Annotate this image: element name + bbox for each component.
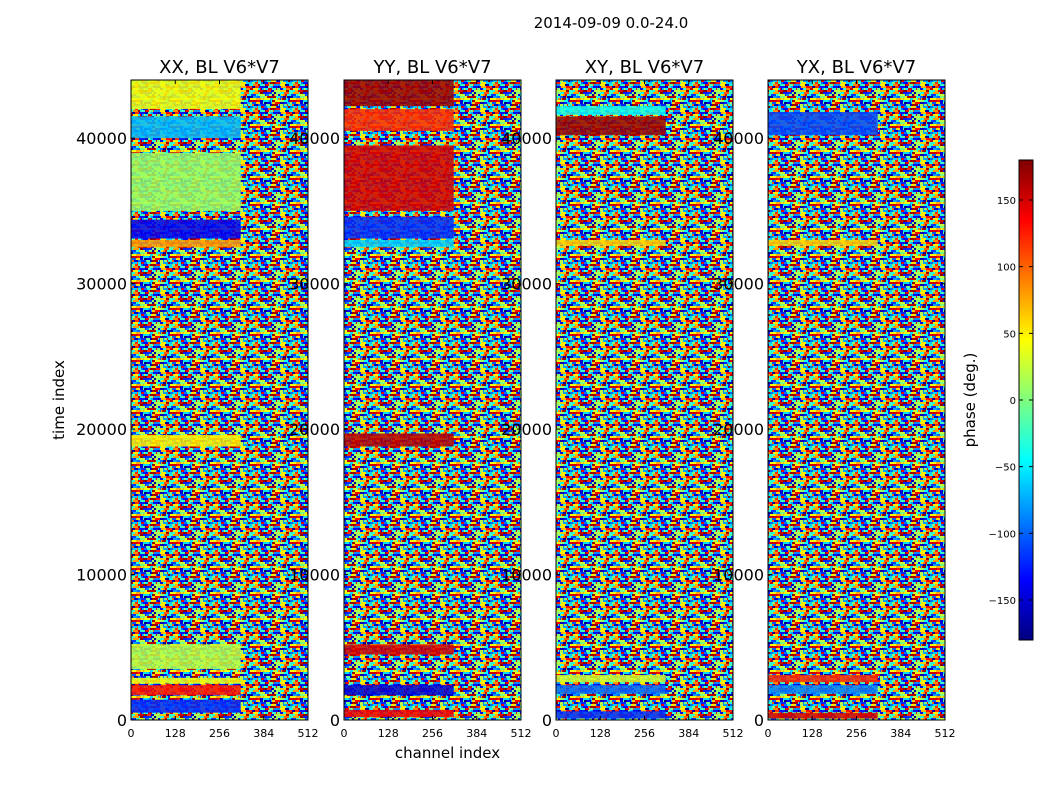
x-tick-label: 0 — [128, 727, 135, 740]
colorbar-tick-label: −100 — [989, 529, 1016, 540]
y-tick-label: 40000 — [76, 129, 127, 148]
phase-band — [344, 644, 454, 655]
phase-band — [768, 674, 878, 683]
colorbar-tick-label: 150 — [997, 196, 1016, 207]
y-tick-label: 10000 — [76, 566, 127, 585]
figure-suptitle: 2014-09-09 0.0-24.0 — [534, 14, 689, 32]
phase-band — [131, 219, 241, 239]
y-tick-label: 20000 — [501, 420, 552, 439]
colorbar: −150 −100 −50 0 50 100 150 phase (deg.) — [961, 159, 1034, 641]
phase-band — [131, 644, 241, 670]
colorbar-tick-label: −50 — [995, 463, 1016, 474]
panel-xx: XX, BL V6*V7 0 128 256 384 512 0 10000 20000 3000… — [50, 57, 319, 740]
heatmap-noise — [556, 80, 733, 720]
x-tick-label: 384 — [890, 727, 911, 740]
y-tick-label: 40000 — [713, 129, 764, 148]
y-tick-label: 30000 — [76, 275, 127, 294]
x-tick-label: 0 — [553, 727, 560, 740]
phase-band — [131, 116, 241, 139]
panel-yx: YX, BL V6*V7 0 128 256 384 512 0 10000 20000 3000… — [713, 57, 955, 740]
phase-band — [768, 685, 878, 694]
phase-band — [131, 240, 241, 248]
y-tick-label: 40000 — [501, 129, 552, 148]
x-tick-label: 512 — [298, 727, 319, 740]
panel-title: YY, BL V6*V7 — [372, 57, 491, 78]
x-tick-label: 128 — [590, 727, 611, 740]
x-tick-label: 384 — [253, 727, 274, 740]
phase-band — [344, 216, 454, 239]
phase-band — [556, 685, 666, 694]
phase-band — [768, 112, 878, 136]
y-tick-label: 10000 — [501, 566, 552, 585]
panel-yy: YY, BL V6*V7 0 128 256 384 512 0 10000 20000 3000… — [289, 57, 531, 762]
y-tick-label: 30000 — [289, 275, 340, 294]
phase-band — [344, 240, 454, 248]
panel-title: XY, BL V6*V7 — [585, 57, 704, 78]
y-tick-label: 10000 — [713, 566, 764, 585]
phase-band — [556, 711, 666, 719]
phase-band — [768, 240, 878, 246]
phase-band — [131, 685, 241, 696]
colorbar-tick-label: 0 — [1010, 396, 1016, 407]
x-tick-label: 128 — [802, 727, 823, 740]
phase-band — [131, 434, 241, 447]
y-tick-label: 20000 — [76, 420, 127, 439]
y-tick-label: 0 — [117, 711, 127, 730]
phase-band — [556, 116, 666, 136]
heatmap-noise — [768, 80, 945, 720]
panel-xy: XY, BL V6*V7 0 128 256 384 512 0 10000 20000 3000… — [501, 57, 743, 740]
phase-band — [344, 80, 454, 107]
y-axis-label: time index — [50, 360, 68, 440]
colorbar-tick-label: −150 — [989, 596, 1016, 607]
x-tick-label: 128 — [378, 727, 399, 740]
phase-band — [768, 712, 878, 719]
x-tick-label: 128 — [165, 727, 186, 740]
x-tick-label: 256 — [209, 727, 230, 740]
colorbar-tick-label: 50 — [1003, 329, 1016, 340]
x-tick-label: 0 — [765, 727, 772, 740]
phase-band — [556, 106, 666, 115]
y-tick-label: 0 — [754, 711, 764, 730]
x-tick-label: 256 — [634, 727, 655, 740]
y-tick-label: 30000 — [501, 275, 552, 294]
phase-band — [344, 685, 454, 696]
phase-band — [344, 433, 454, 447]
panel-title: XX, BL V6*V7 — [159, 57, 280, 78]
panel-title: YX, BL V6*V7 — [796, 57, 916, 78]
x-axis-label: channel index — [395, 744, 500, 762]
phase-band — [131, 80, 241, 110]
x-tick-label: 384 — [466, 727, 487, 740]
colorbar-label: phase (deg.) — [961, 353, 979, 448]
phase-band — [131, 699, 241, 713]
phase-band — [344, 145, 454, 211]
phase-band — [556, 674, 666, 683]
phase-band — [556, 240, 666, 246]
colorbar-tick-label: 100 — [997, 263, 1016, 274]
y-tick-label: 20000 — [713, 420, 764, 439]
x-tick-label: 384 — [678, 727, 699, 740]
y-tick-label: 10000 — [289, 566, 340, 585]
y-tick-label: 0 — [330, 711, 340, 730]
y-tick-label: 30000 — [713, 275, 764, 294]
phase-band — [131, 677, 241, 684]
x-tick-label: 256 — [422, 727, 443, 740]
phase-band — [344, 709, 454, 718]
y-tick-label: 0 — [542, 711, 552, 730]
x-tick-label: 512 — [511, 727, 532, 740]
y-tick-label: 40000 — [289, 129, 340, 148]
x-tick-label: 0 — [341, 727, 348, 740]
y-tick-label: 20000 — [289, 420, 340, 439]
phase-band — [131, 152, 241, 211]
x-tick-label: 512 — [935, 727, 956, 740]
x-tick-label: 256 — [846, 727, 867, 740]
x-tick-label: 512 — [723, 727, 744, 740]
phase-band — [344, 109, 454, 131]
